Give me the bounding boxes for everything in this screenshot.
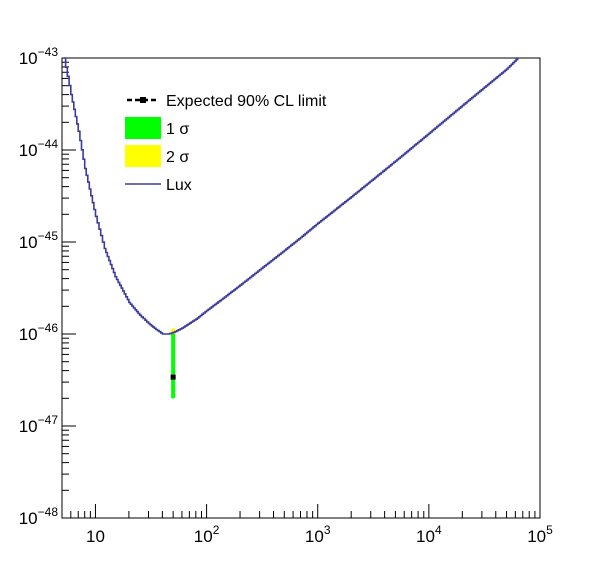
y-tick-label: 10−46: [19, 321, 59, 344]
x-minor-ticks: [61, 511, 536, 518]
expected-limit-point: [170, 374, 176, 380]
legend-label: 2 σ: [166, 149, 189, 166]
x-tick-label: 104: [416, 523, 442, 546]
y-tick-label: 10−47: [19, 413, 59, 436]
data-series: [63, 57, 519, 380]
legend-entry-expected: Expected 90% CL limit: [127, 93, 327, 110]
x-tick-label: 103: [305, 523, 331, 546]
x-tick-label: 105: [527, 523, 553, 546]
y-tick-label: 10−45: [19, 229, 59, 252]
two-sigma-swatch: [125, 145, 161, 167]
legend-entry-lux: Lux: [125, 177, 192, 194]
y-tick-label: 10−44: [19, 137, 59, 160]
x-tick-label: 102: [194, 523, 220, 546]
x-axis: 10 102 103 104 105: [86, 504, 553, 546]
lux-limit-curve: [63, 57, 519, 335]
legend-label: Expected 90% CL limit: [166, 93, 327, 110]
y-tick-label: 10−43: [19, 45, 59, 68]
legend-label: 1 σ: [166, 121, 189, 138]
expected-legend-marker: [140, 97, 146, 103]
legend-entry-two-sigma: 2 σ: [125, 145, 189, 167]
legend-entry-one-sigma: 1 σ: [125, 117, 189, 139]
legend: Expected 90% CL limit 1 σ 2 σ Lux: [125, 93, 327, 194]
y-axis: 10−48 10−47 10−46 10−45 10−44 10−43: [19, 45, 76, 528]
one-sigma-swatch: [125, 117, 161, 139]
y-tick-label: 10−48: [19, 505, 59, 528]
legend-label: Lux: [166, 177, 192, 194]
x-tick-label: 10: [86, 527, 105, 546]
